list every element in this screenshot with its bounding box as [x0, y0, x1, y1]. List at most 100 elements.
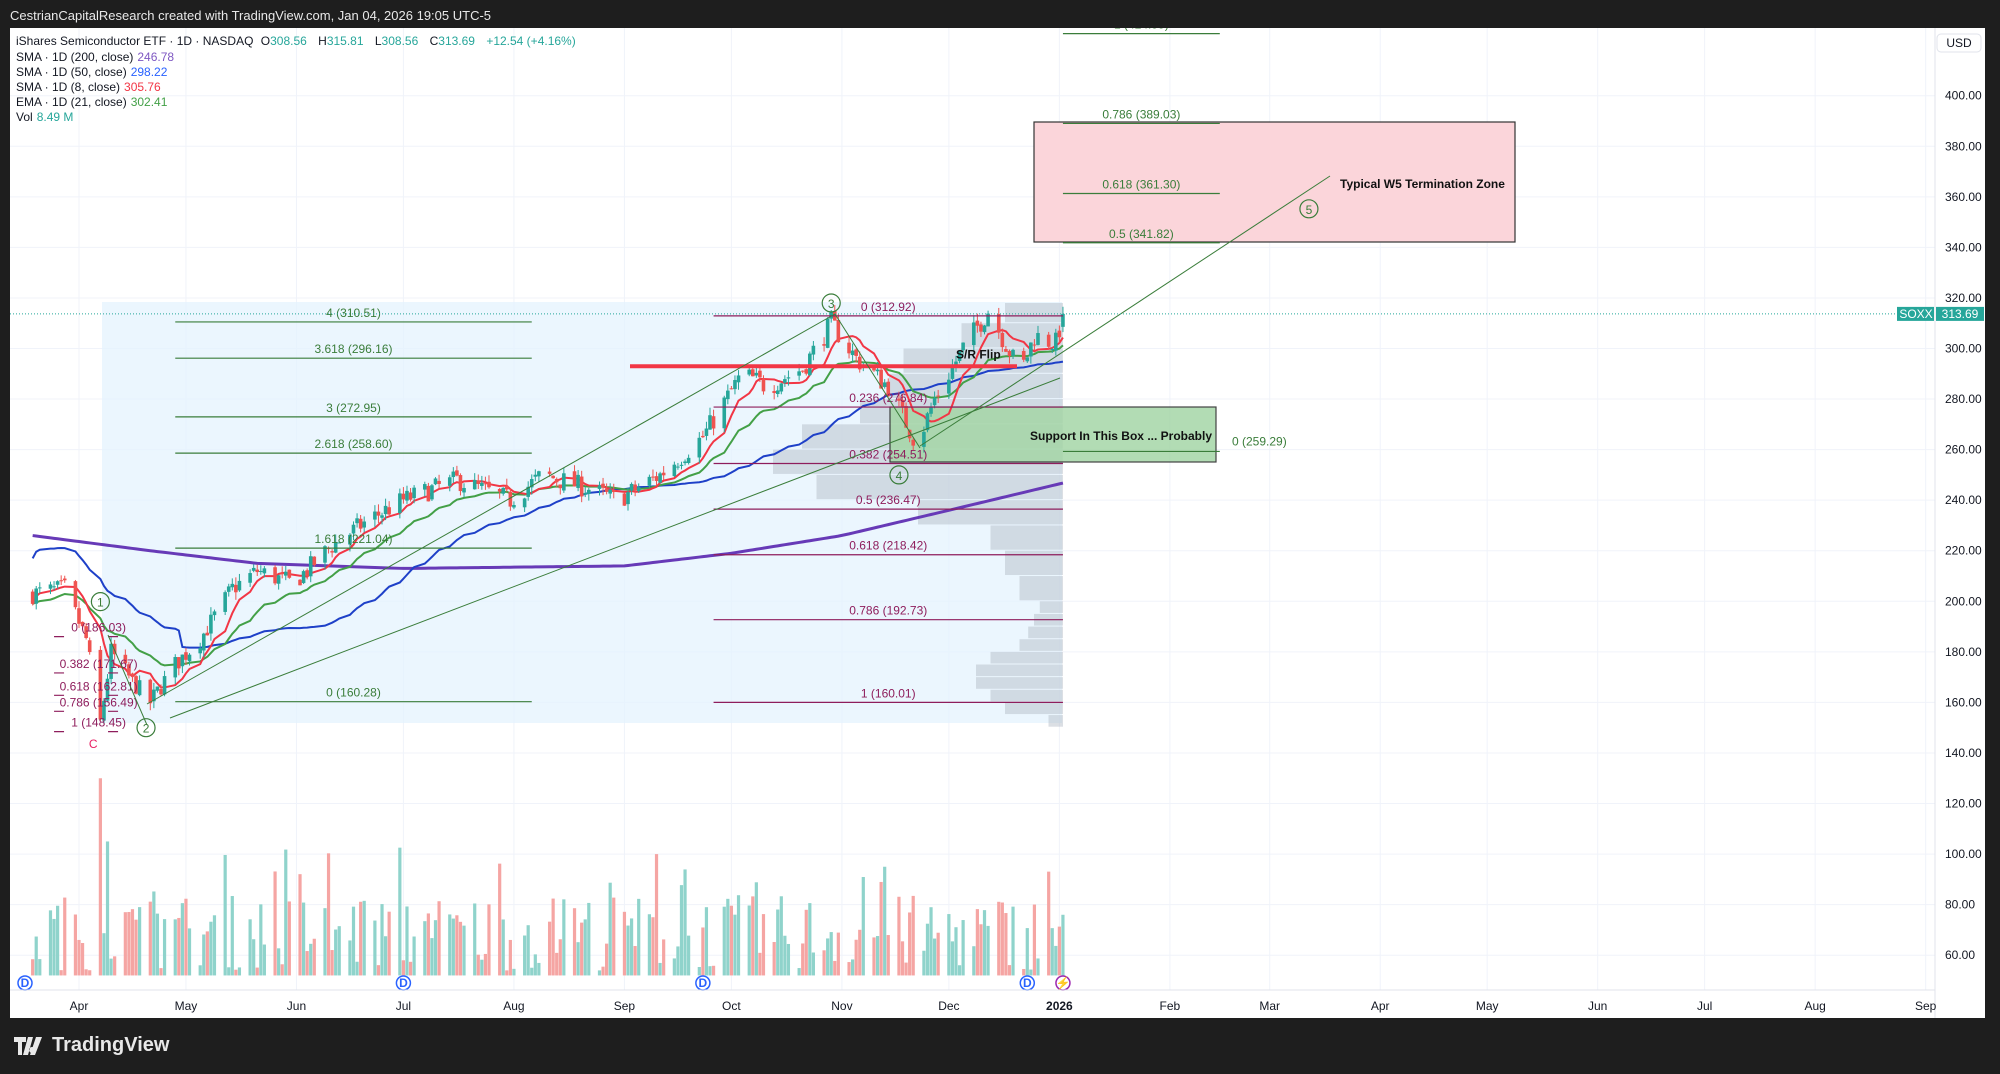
earnings-flash-icon[interactable]: ⚡ [1055, 975, 1071, 991]
volume-bar [73, 914, 78, 976]
volume-bar [501, 919, 505, 976]
volume-bar [533, 954, 537, 976]
dividend-marker-icon[interactable]: D [17, 975, 33, 991]
candle [205, 625, 210, 636]
candle-body [597, 485, 602, 489]
candle-body [177, 657, 181, 669]
price-chart[interactable]: S/R Flip 0 (186.03) 0.382 (171.67) 0.618 (1… [10, 28, 1985, 1018]
candle [234, 577, 238, 600]
volume-bar [252, 939, 256, 976]
volume-bar [284, 849, 288, 976]
volume-bar [875, 936, 880, 976]
dividend-marker-icon[interactable]: D [1019, 975, 1036, 991]
volume-bar [701, 927, 705, 976]
fib-level-label: 0.382 (171.67) [60, 657, 138, 671]
candle-body [348, 534, 352, 545]
chart-panel[interactable]: S/R Flip 0 (186.03) 0.382 (171.67) 0.618 (1… [10, 28, 1985, 1018]
indicator-legend-row[interactable]: SMA · 1D (50, close) 298.22 [16, 65, 171, 79]
candle-body [155, 686, 160, 691]
candle-body [936, 395, 940, 397]
volume-bar [747, 905, 751, 976]
indicator-legend-row[interactable]: SMA · 1D (200, close) 246.78 [16, 50, 178, 64]
candle-body [537, 471, 541, 477]
candle-body [423, 484, 427, 490]
candle [308, 551, 313, 583]
candle-body [533, 474, 538, 477]
indicator-legend-row[interactable]: SMA · 1D (8, close) 305.76 [16, 80, 165, 94]
fib-level-label: 0 (186.03) [71, 621, 126, 635]
volume-bar [476, 954, 480, 976]
wave-1-marker: 1 [90, 592, 110, 612]
candle [455, 465, 459, 477]
candle-body [1025, 357, 1030, 362]
candle [230, 578, 235, 591]
candle [458, 473, 463, 496]
candle [1061, 306, 1065, 333]
candle-body [351, 524, 356, 534]
fib-level-label: 0 (259.29) [1232, 434, 1287, 448]
volume-bar [387, 911, 391, 976]
indicator-legend-row[interactable]: EMA · 1D (21, close) 302.41 [16, 95, 171, 109]
volume-bar [430, 938, 434, 976]
candle-body [1057, 330, 1062, 338]
candle-body [358, 518, 363, 529]
volume-bar [1022, 968, 1026, 976]
candle [711, 409, 716, 436]
candle [508, 488, 513, 511]
candle-body [298, 579, 302, 586]
candle-body [1054, 332, 1058, 351]
candle-body [84, 626, 88, 639]
candle [162, 670, 167, 697]
candle [850, 343, 855, 363]
candle [633, 480, 637, 497]
volume-profile-bar [1028, 626, 1063, 639]
volume-bar [305, 951, 309, 976]
currency-button[interactable] [1936, 33, 1982, 53]
candle-body [262, 568, 267, 574]
candle-body [234, 584, 238, 593]
dividend-marker-icon[interactable]: D [395, 975, 412, 991]
volume-bar [722, 906, 726, 976]
candle-body [87, 640, 92, 653]
candle [897, 391, 901, 407]
candle-body [134, 676, 138, 694]
candle [704, 421, 709, 441]
time-tick-label: Feb [1160, 999, 1181, 1013]
volume-profile-bar [990, 525, 1063, 550]
volume-bar [401, 960, 406, 976]
volume-bar [776, 909, 780, 976]
candle [134, 674, 138, 695]
volume-bar [148, 901, 152, 976]
candle [84, 622, 88, 640]
candle [401, 487, 406, 504]
candle [986, 310, 990, 327]
candle-body [786, 377, 791, 379]
candle [426, 482, 431, 502]
candle-body [505, 485, 509, 490]
candle [1000, 328, 1005, 352]
volume-bar [726, 898, 730, 976]
candle-body [112, 643, 117, 655]
dividend-marker-icon[interactable]: D [695, 975, 711, 991]
indicator-legend-row[interactable]: Vol 8.49 M [16, 110, 77, 124]
candle-body [462, 487, 466, 493]
candle-body [747, 369, 752, 375]
close-value: 313.69 [438, 34, 475, 48]
candle-body [872, 367, 876, 371]
volume-bar [911, 895, 915, 976]
candle [259, 565, 263, 575]
tradingview-logo[interactable]: TradingView [14, 1034, 169, 1057]
candle-body [975, 320, 980, 326]
candle [408, 488, 413, 502]
candle-body [476, 480, 481, 484]
time-tick-label: Aug [1804, 999, 1825, 1013]
volume-profile-bar [1005, 302, 1063, 323]
symbol-legend[interactable]: iShares Semiconductor ETF · 1D · NASDAQ … [16, 34, 580, 48]
volume-bar [576, 942, 580, 976]
close-label: C [429, 34, 439, 48]
candle [476, 474, 481, 489]
candle [127, 661, 131, 679]
candle [1004, 345, 1008, 353]
volume-bar [180, 903, 184, 976]
candle [1025, 357, 1030, 363]
